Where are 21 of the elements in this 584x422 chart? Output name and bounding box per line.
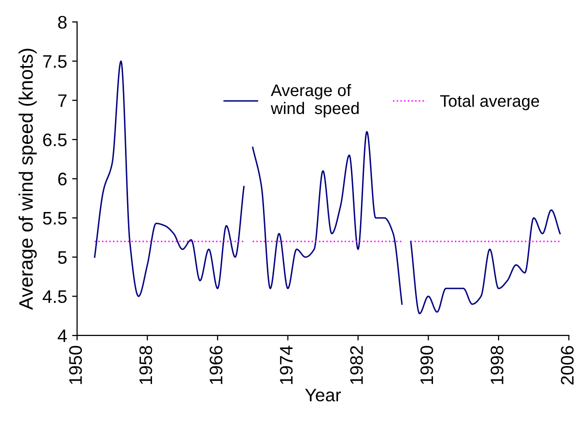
legend-label: Total average (440, 94, 540, 110)
x-tick-label: 1990 (420, 346, 434, 384)
x-tick-label: 1982 (350, 346, 363, 384)
y-axis-title: Average of wind speed (knots) (18, 48, 37, 310)
y-tick-label: 7.5 (43, 55, 67, 68)
x-tick-label: 1950 (69, 346, 82, 384)
x-tick-label: 2006 (560, 346, 574, 384)
x-tick-label: 1966 (210, 346, 222, 384)
y-tick-label: 5 (58, 251, 67, 264)
x-tick-label: 1998 (490, 346, 504, 384)
y-tick-label: 8 (58, 16, 67, 29)
y-tick-label: 4.5 (42, 290, 67, 304)
y-tick-label: 5.5 (42, 212, 67, 225)
y-tick-label: 4 (58, 330, 67, 342)
legend-label: Average of wind speed (270, 84, 359, 118)
y-tick-label: 6.5 (43, 133, 67, 146)
y-tick-label: 7 (58, 94, 66, 107)
x-tick-label: 1974 (280, 346, 293, 384)
x-axis-title: Year (305, 388, 341, 402)
y-tick-label: 6 (58, 172, 67, 186)
x-tick-label: 1958 (139, 346, 152, 384)
